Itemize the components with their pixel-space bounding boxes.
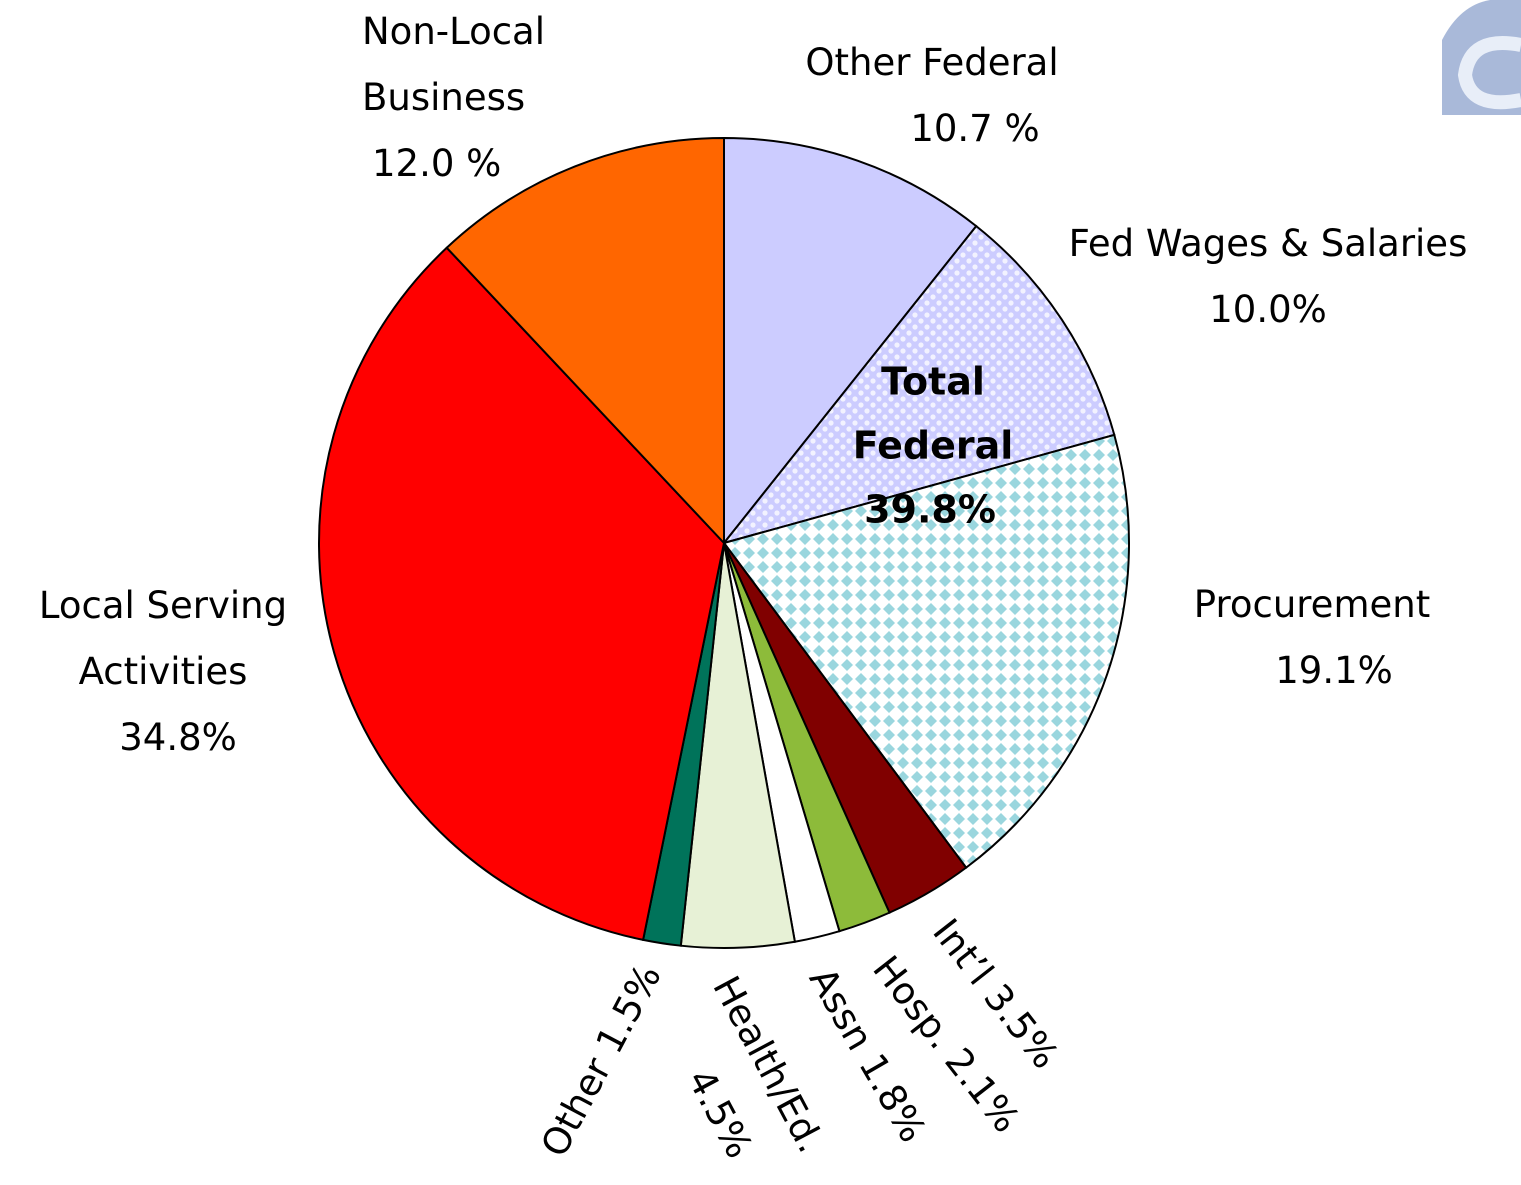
value-label: 2.1% [937, 1040, 1029, 1141]
value-label: 10.7 % [910, 107, 1039, 150]
slice-label: Procurement 19.1% [1194, 583, 1430, 692]
annotation: Total [881, 360, 985, 404]
slice-label: Health/Ed.4.5% [679, 969, 833, 1165]
slice-label: Local Serving Activities 34.8% [39, 584, 287, 759]
annotation: Federal [853, 424, 1014, 468]
slice-label: Other Federal 10.7 % [805, 41, 1058, 150]
category-label: Other Federal [805, 41, 1058, 84]
category-label: Procurement [1194, 583, 1430, 626]
slice-label: Other1.5% [532, 957, 669, 1164]
label-line: Business [362, 76, 525, 119]
category-label: Fed Wages & Salaries [1069, 222, 1468, 265]
category-label: Activities [79, 650, 248, 693]
value-label: 4.5% [679, 1062, 761, 1165]
slice-label: Non-Local Business 12.0 % [362, 10, 545, 185]
label-line: 19.1% [1275, 649, 1393, 692]
label-line: Other Federal [805, 41, 1058, 84]
pie-slice [318, 246, 726, 942]
pie-slice [723, 136, 978, 546]
labels: Other Federal 10.7 % Fed Wages & Salaries 1… [39, 10, 1468, 1165]
pie-slice [722, 433, 1130, 870]
value-label: 12.0 % [372, 142, 501, 185]
category-label: Business [362, 76, 525, 119]
value-label: 3.5% [976, 976, 1068, 1077]
label-line: Int’l3.5% [925, 911, 1068, 1077]
value-label: 34.8% [119, 716, 237, 759]
label-line: 10.0% [1209, 288, 1327, 331]
label-line: 10.7 % [910, 107, 1039, 150]
pie-slice [445, 136, 725, 546]
category-label: Other [532, 1050, 620, 1164]
value-label: 1.8% [851, 1046, 935, 1149]
label-line: 34.8% [119, 716, 237, 759]
pie-slice [721, 224, 1116, 545]
label-line: Local Serving [39, 584, 287, 627]
label-line: 12.0 % [372, 142, 501, 185]
annotation-value: 39.8% [864, 488, 996, 532]
label-line: Other1.5% [532, 957, 669, 1164]
category-label: Non-Local [362, 10, 545, 53]
value-label: 10.0% [1209, 288, 1327, 331]
label-line: Fed Wages & Salaries [1069, 222, 1468, 265]
label-line: 4.5% [679, 1062, 761, 1165]
value-label: 1.5% [587, 957, 669, 1060]
slice-label: Fed Wages & Salaries 10.0% [1069, 222, 1468, 331]
category-label: Int’l [925, 911, 1003, 993]
value-label: 19.1% [1275, 649, 1393, 692]
slice-label: Int’l3.5% [925, 911, 1068, 1077]
label-line: Non-Local [362, 10, 545, 53]
label-line: Procurement [1194, 583, 1430, 626]
label-line: Activities [79, 650, 248, 693]
logo [1442, 0, 1521, 115]
category-label: Local Serving [39, 584, 287, 627]
pie [318, 136, 1130, 949]
